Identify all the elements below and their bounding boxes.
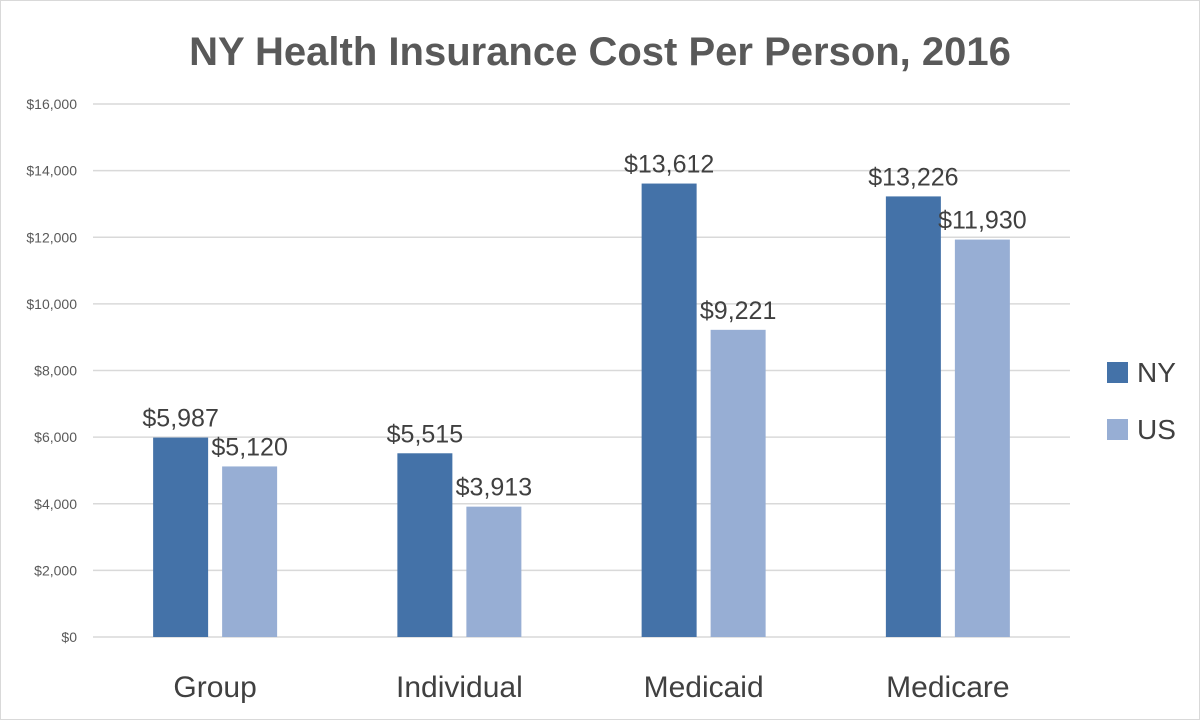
y-tick-label: $4,000 [34, 496, 77, 512]
x-tick-label-group: Group [173, 671, 256, 704]
bar-us-individual [466, 506, 522, 637]
legend-swatch-ny [1107, 362, 1128, 383]
data-label-ny-medicaid: $13,612 [624, 151, 714, 179]
bar-us-medicare [954, 239, 1010, 637]
data-label-us-group: $5,120 [211, 433, 287, 461]
data-label-ny-individual: $5,515 [387, 420, 463, 448]
legend: NY US [1107, 357, 1176, 445]
bar-ny-medicaid [641, 183, 697, 638]
bars [153, 183, 1010, 638]
y-tick-label: $2,000 [34, 562, 77, 578]
data-label-us-medicare: $11,930 [938, 207, 1027, 235]
x-tick-label-medicaid: Medicaid [644, 671, 764, 704]
bar-us-group [222, 466, 278, 637]
x-tick-label-medicare: Medicare [886, 671, 1009, 704]
y-axis-ticks: $0 $2,000 $4,000 $6,000 $8,000 $10,000 $12,000… [26, 96, 77, 645]
bar-ny-group [153, 437, 209, 637]
x-axis-ticks: Group Individual Medicaid Medicare [173, 671, 1009, 704]
bar-us-medicaid [710, 329, 766, 637]
y-tick-label: $0 [61, 629, 77, 645]
data-label-ny-group: $5,987 [142, 405, 218, 433]
data-label-us-medicaid: $9,221 [700, 297, 776, 325]
legend-label-us: US [1137, 414, 1176, 445]
data-label-ny-medicare: $13,226 [868, 163, 958, 191]
chart-title: NY Health Insurance Cost Per Person, 201… [189, 30, 1011, 74]
legend-label-ny: NY [1137, 357, 1176, 388]
y-tick-label: $16,000 [26, 96, 77, 112]
legend-swatch-us [1107, 419, 1128, 440]
y-tick-label: $10,000 [26, 296, 77, 312]
data-label-us-individual: $3,913 [456, 474, 532, 502]
x-tick-label-individual: Individual [396, 671, 523, 704]
bar-ny-medicare [885, 196, 941, 637]
bar-ny-individual [397, 453, 453, 637]
y-tick-label: $8,000 [34, 363, 77, 379]
data-labels: $5,987$5,120 $5,515 $3,913 $13,612 $9,221 $13… [142, 151, 1026, 502]
y-tick-label: $14,000 [26, 163, 77, 179]
y-tick-label: $12,000 [26, 229, 77, 245]
y-tick-label: $6,000 [34, 429, 77, 445]
